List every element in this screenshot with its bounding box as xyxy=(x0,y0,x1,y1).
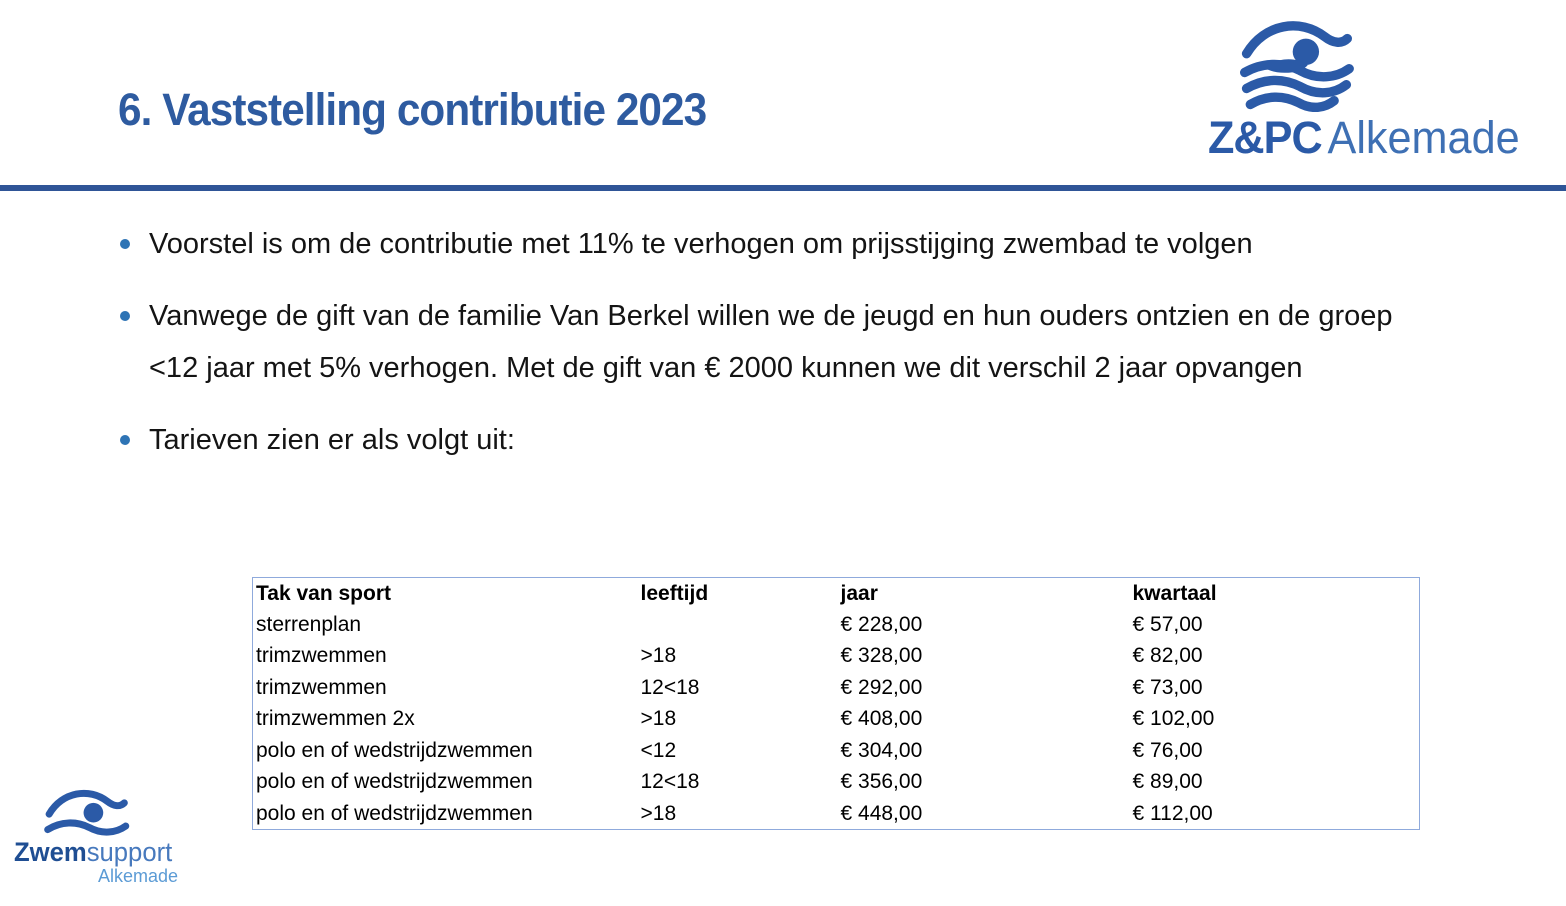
bullet-icon xyxy=(120,311,130,321)
bullet-icon xyxy=(120,435,130,445)
swimmer-icon xyxy=(6,786,206,838)
bullet-item: Vanwege de gift van de familie Van Berke… xyxy=(118,290,1448,394)
tariff-cell: € 112,00 xyxy=(1132,801,1213,825)
zpc-logo-name: Z&PC xyxy=(1208,112,1323,163)
tariff-row: trimzwemmen >18 € 328,00 € 82,00 xyxy=(253,641,1420,673)
zpc-logo-text: Z&PC Alkemade xyxy=(1208,114,1539,162)
tariff-row: polo en of wedstrijdzwemmen 12<18 € 356,00… xyxy=(253,767,1420,799)
tariff-cell: € 228,00 xyxy=(840,612,923,636)
tariff-row: trimzwemmen 12<18 € 292,00 € 73,00 xyxy=(253,672,1420,704)
bullet-text: Voorstel is om de contributie met 11% te… xyxy=(149,228,1253,260)
tariff-header-cell: jaar xyxy=(840,581,878,605)
zwemsupport-place: Alkemade xyxy=(98,866,179,886)
tariff-cell xyxy=(638,609,838,641)
tariff-cell: <12 xyxy=(640,738,677,762)
tariff-header-cell: kwartaal xyxy=(1132,581,1217,605)
zpc-alkemade-logo: Z&PC Alkemade xyxy=(1208,16,1553,162)
tariff-row: polo en of wedstrijdzwemmen >18 € 448,00 € … xyxy=(253,798,1420,830)
tariff-cell: >18 xyxy=(640,644,677,668)
tariff-cell: sterrenplan xyxy=(256,612,362,636)
bullet-item: Tarieven zien er als volgt uit: xyxy=(118,414,1448,466)
tariff-table-header-row: Tak van sport leeftijd jaar kwartaal xyxy=(253,578,1420,610)
title-divider xyxy=(0,185,1566,191)
tariff-cell: € 73,00 xyxy=(1132,675,1203,699)
slide-title: 6. Vaststelling contributie 2023 xyxy=(118,84,707,135)
bullet-item: Voorstel is om de contributie met 11% te… xyxy=(118,218,1448,270)
tariff-table-body: sterrenplan € 228,00 € 57,00 trimzwemmen >18… xyxy=(253,609,1420,830)
tariff-cell: € 448,00 xyxy=(840,801,923,825)
tariff-cell: polo en of wedstrijdzwemmen xyxy=(256,801,533,825)
tariff-header-cell: leeftijd xyxy=(640,581,709,605)
tariff-cell: trimzwemmen xyxy=(256,675,387,699)
bullet-icon xyxy=(120,239,130,249)
zwemsupport-name-bold: Zwem xyxy=(14,837,87,867)
tariff-cell: € 102,00 xyxy=(1132,707,1215,731)
tariff-cell: € 89,00 xyxy=(1132,770,1203,794)
tariff-cell: >18 xyxy=(640,801,677,825)
tariff-cell: € 292,00 xyxy=(840,675,923,699)
zpc-logo-place: Alkemade xyxy=(1327,112,1520,163)
tariff-row: polo en of wedstrijdzwemmen <12 € 304,00 € … xyxy=(253,735,1420,767)
tariff-cell: € 328,00 xyxy=(840,644,923,668)
tariff-cell: >18 xyxy=(640,707,677,731)
tariff-cell: € 76,00 xyxy=(1132,738,1203,762)
tariff-cell: 12<18 xyxy=(640,675,700,699)
tariff-table: Tak van sport leeftijd jaar kwartaal sterre… xyxy=(252,577,1420,830)
tariff-table-container: Tak van sport leeftijd jaar kwartaal sterre… xyxy=(252,577,1420,830)
tariff-cell: trimzwemmen xyxy=(256,644,387,668)
zwemsupport-text: Zwemsupport xyxy=(14,838,196,866)
zwemsupport-logo: Zwemsupport Alkemade xyxy=(6,786,206,886)
tariff-cell: polo en of wedstrijdzwemmen xyxy=(256,738,533,762)
bullet-text: Vanwege de gift van de familie Van Berke… xyxy=(149,300,1393,384)
tariff-cell: € 57,00 xyxy=(1132,612,1203,636)
tariff-row: sterrenplan € 228,00 € 57,00 xyxy=(253,609,1420,641)
tariff-cell: polo en of wedstrijdzwemmen xyxy=(256,770,533,794)
bullet-text: Tarieven zien er als volgt uit: xyxy=(149,424,515,456)
tariff-cell: € 356,00 xyxy=(840,770,923,794)
tariff-row: trimzwemmen 2x >18 € 408,00 € 102,00 xyxy=(253,704,1420,736)
tariff-cell: 12<18 xyxy=(640,770,700,794)
tariff-cell: € 304,00 xyxy=(840,738,923,762)
tariff-cell: € 408,00 xyxy=(840,707,923,731)
tariff-cell: € 82,00 xyxy=(1132,644,1203,668)
swimmer-waves-icon xyxy=(1208,16,1553,112)
tariff-cell: trimzwemmen 2x xyxy=(256,707,415,731)
bullet-list: Voorstel is om de contributie met 11% te… xyxy=(118,218,1448,486)
zwemsupport-name-light: support xyxy=(86,837,173,867)
tariff-header-cell: Tak van sport xyxy=(256,581,391,605)
